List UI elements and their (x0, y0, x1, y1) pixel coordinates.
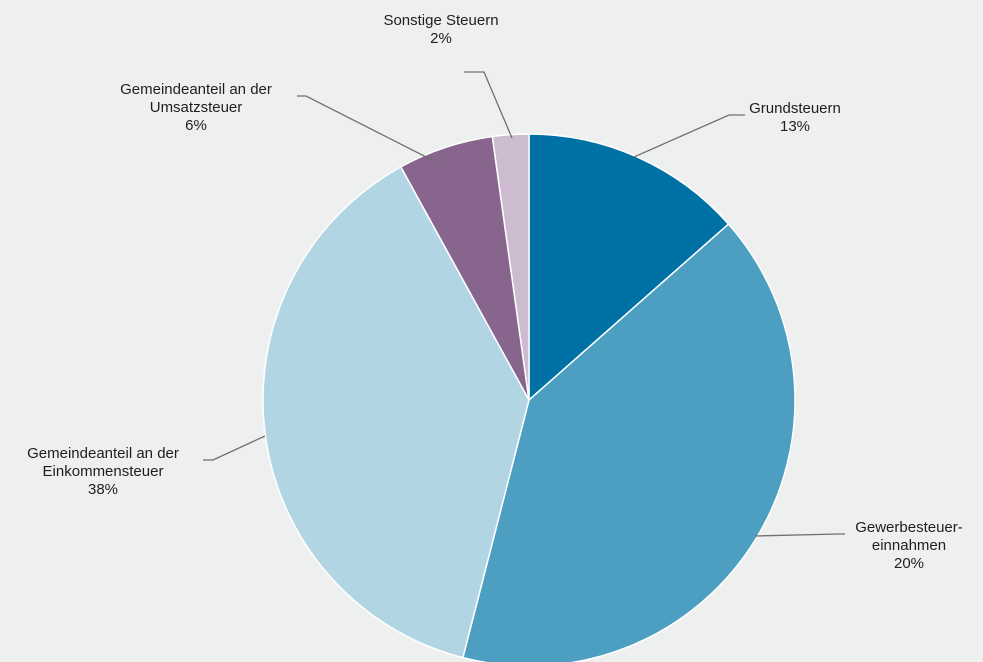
slice-label-line: Einkommensteuer (43, 463, 164, 480)
slice-percent: 13% (780, 118, 810, 135)
leader-line-1 (634, 115, 745, 157)
slice-label-5: Sonstige Steuern 2% (383, 12, 498, 47)
slice-label-1: Grundsteuern 13% (749, 100, 841, 135)
leader-line-2 (755, 534, 845, 536)
slice-percent: 2% (430, 30, 452, 47)
slice-label-line: Sonstige Steuern (383, 12, 498, 29)
leader-line-4 (297, 96, 436, 162)
slice-label-line: Umsatzsteuer (150, 99, 243, 116)
slice-percent: 6% (185, 117, 207, 134)
slice-label-line: Gemeindeanteil an der (120, 81, 272, 98)
slice-label-3: Gemeindeanteil an der Einkommensteuer 38% (27, 445, 179, 498)
slice-label-2: Gewerbesteuer-einnahmen 20% (855, 519, 963, 572)
leader-line-5 (464, 72, 512, 138)
leader-line-3 (203, 436, 265, 460)
slice-label-line: Gemeindeanteil an der (27, 445, 179, 462)
slice-label-4: Gemeindeanteil an der Umsatzsteuer 6% (120, 81, 272, 134)
slice-label-line: Gewerbesteuer- (855, 519, 963, 536)
slice-label-line: Grundsteuern (749, 100, 841, 117)
slice-percent: 20% (894, 555, 924, 572)
slice-percent: 38% (88, 481, 118, 498)
slice-label-line: einnahmen (872, 537, 946, 554)
